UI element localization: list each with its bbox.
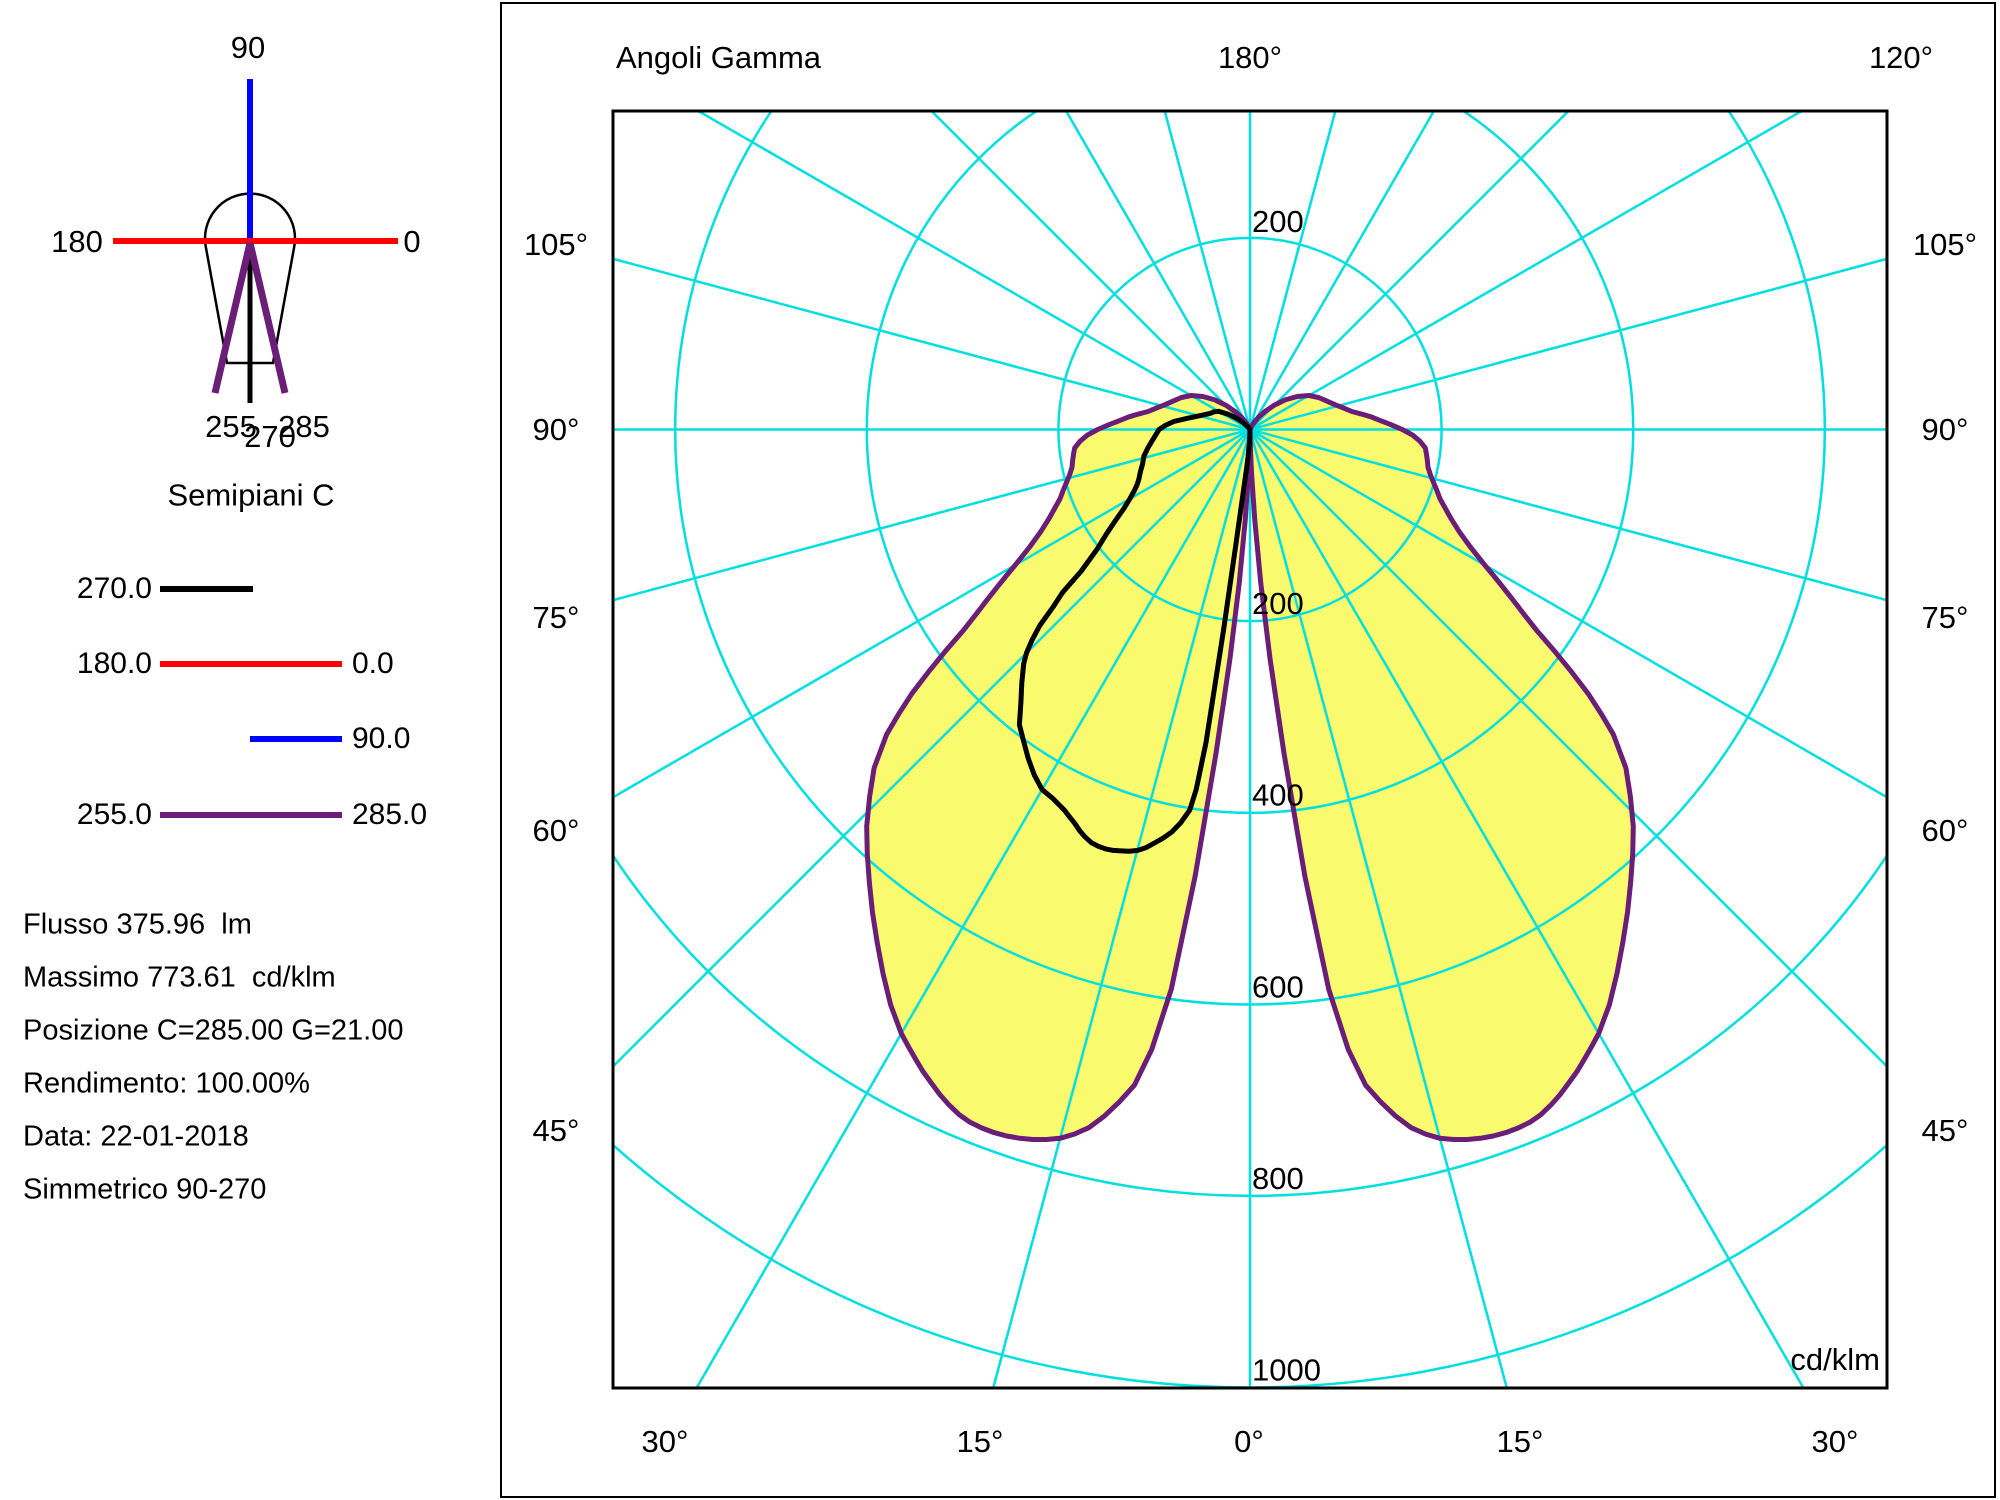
- gamma-label-right-60°: 60°: [1922, 813, 1969, 848]
- axis-255-line: [211, 242, 254, 394]
- axis-285-line: [246, 242, 289, 394]
- gamma-label-right-90°: 90°: [1922, 412, 1969, 447]
- gamma-label-bottom-4: 30°: [1812, 1424, 1859, 1459]
- icon-label-285: 285: [278, 409, 330, 444]
- gamma-label-top-180: 180°: [1218, 40, 1282, 75]
- icon-label-90: 90: [231, 30, 265, 65]
- gamma-label-left-75°: 75°: [533, 600, 580, 635]
- icon-label-255: 255: [205, 409, 257, 444]
- plot-frame: [611, 109, 1889, 1390]
- chart-title: Angoli Gamma: [616, 40, 822, 75]
- legend-line-270: [160, 586, 253, 592]
- curve-255-285: [864, 393, 1636, 1142]
- legend-label-285: 285.0: [352, 798, 428, 831]
- panel-frame: [500, 2, 1996, 1498]
- info-data: Data: 22-01-2018: [23, 1120, 249, 1153]
- info-simmetrico: Simmetrico 90-270: [23, 1173, 267, 1206]
- icon-label-270: 270: [244, 419, 296, 454]
- unit-label: cd/klm: [1790, 1342, 1880, 1377]
- radial-tick-800: 800: [1252, 1161, 1304, 1196]
- gamma-label-right-45°: 45°: [1922, 1113, 1969, 1148]
- plane-diagram-title: Semipiani C: [167, 477, 335, 513]
- legend-label-0: 0.0: [352, 647, 394, 680]
- info-rendimento: Rendimento: 100.00%: [23, 1067, 310, 1100]
- gamma-label-left-60°: 60°: [533, 813, 580, 848]
- info-posizione: Posizione C=285.00 G=21.00: [23, 1014, 404, 1047]
- gamma-label-bottom-1: 15°: [957, 1424, 1004, 1459]
- radial-tick-600: 600: [1252, 969, 1304, 1004]
- legend-line-90: [250, 736, 342, 742]
- left-panel: 90 180 0 255 270 285 Semipiani C 270.0 1…: [0, 0, 500, 1500]
- gamma-label-left-45°: 45°: [533, 1113, 580, 1148]
- radial-tick-400: 400: [1252, 778, 1304, 813]
- gamma-label-top-120: 120°: [1869, 40, 1933, 75]
- legend-label-270: 270.0: [76, 572, 152, 605]
- info-flusso: Flusso 375.96 lm: [23, 908, 252, 941]
- legend-label-90: 90.0: [352, 722, 411, 755]
- icon-label-0: 0: [403, 224, 420, 259]
- gamma-label-bottom-3: 15°: [1497, 1424, 1544, 1459]
- gamma-label-right-75°: 75°: [1922, 600, 1969, 635]
- luminaire-orientation-icon: 90 180 0 255 270 285: [51, 30, 420, 454]
- icon-label-180: 180: [51, 224, 103, 259]
- gamma-label-bottom-2: 0°: [1234, 1424, 1264, 1459]
- curve-270: [1016, 408, 1253, 854]
- legend-label-180: 180.0: [76, 647, 152, 680]
- radial-tick-1000: 1000: [1252, 1353, 1321, 1388]
- gamma-label-right-105°: 105°: [1913, 227, 1977, 262]
- gamma-label-left-105°: 105°: [524, 227, 588, 262]
- info-massimo: Massimo 773.61 cd/klm: [23, 961, 336, 994]
- radial-tick-top-200: 200: [1252, 204, 1304, 239]
- legend-line-180-0: [160, 661, 342, 667]
- legend-line-255-285: [160, 812, 342, 818]
- intensity-area-fill: [866, 395, 1634, 1140]
- radial-tick-200: 200: [1252, 586, 1304, 621]
- gamma-label-left-90°: 90°: [533, 412, 580, 447]
- legend-label-255: 255.0: [76, 798, 152, 831]
- gamma-label-bottom-0: 30°: [642, 1424, 689, 1459]
